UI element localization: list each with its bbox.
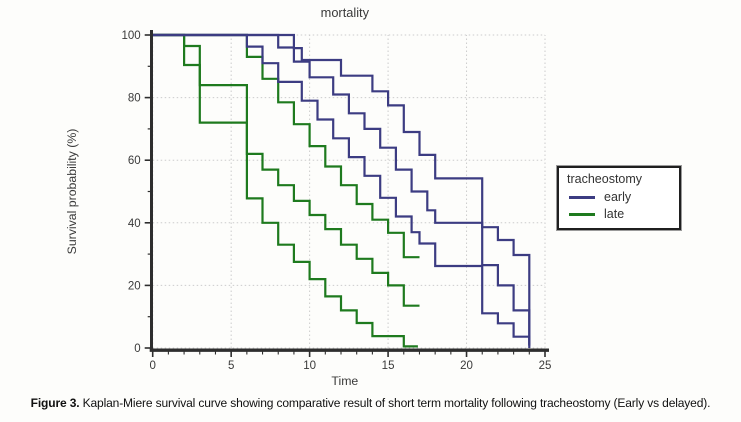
survival-curve-late-lower-ci [152,33,418,348]
late-line-swatch [569,212,595,216]
y-tick-label-60: 60 [128,155,141,167]
survival-curve-late-upper-ci [152,33,420,259]
x-tick-label-10: 10 [303,360,316,372]
y-tick-label-20: 20 [128,280,141,292]
caption-prefix: Figure 3. [30,396,80,410]
y-tick-label-40: 40 [128,218,141,230]
y-axis-label: Survival probability (%) [65,129,79,255]
legend-title: tracheostomy [567,172,643,186]
km-chart: 0 20 40 60 80 100 0 5 10 15 20 25 mortality Time Survi… [65,5,552,388]
x-axis-label: Time [331,374,358,388]
y-tick-label-0: 0 [134,343,140,355]
figure-caption: Figure 3. Kaplan-Miere survival curve sh… [11,396,730,410]
early-line-swatch [569,195,595,199]
legend-item-late: late [567,206,673,223]
survival-curve-early-lower-ci [152,33,531,346]
x-tick-label-5: 5 [228,360,234,372]
y-tick-label-100: 100 [122,30,141,42]
chart-title: mortality [321,5,370,20]
y-tick-label-80: 80 [128,93,141,105]
x-tick-label-15: 15 [382,360,395,372]
legend-label-early: early [604,189,632,204]
x-tick-label-25: 25 [539,360,552,372]
survival-curve-early-upper-ci [152,33,531,345]
legend-label-late: late [604,206,625,221]
x-tick-label-0: 0 [149,360,155,372]
survival-curve-late-estimate [152,33,420,307]
legend-box: tracheostomy early late [556,165,682,231]
x-tick-label-20: 20 [460,360,473,372]
survival-curve-early-estimate [152,33,531,348]
caption-text: Kaplan-Miere survival curve showing comp… [79,396,711,410]
legend-item-early: early [567,189,673,206]
